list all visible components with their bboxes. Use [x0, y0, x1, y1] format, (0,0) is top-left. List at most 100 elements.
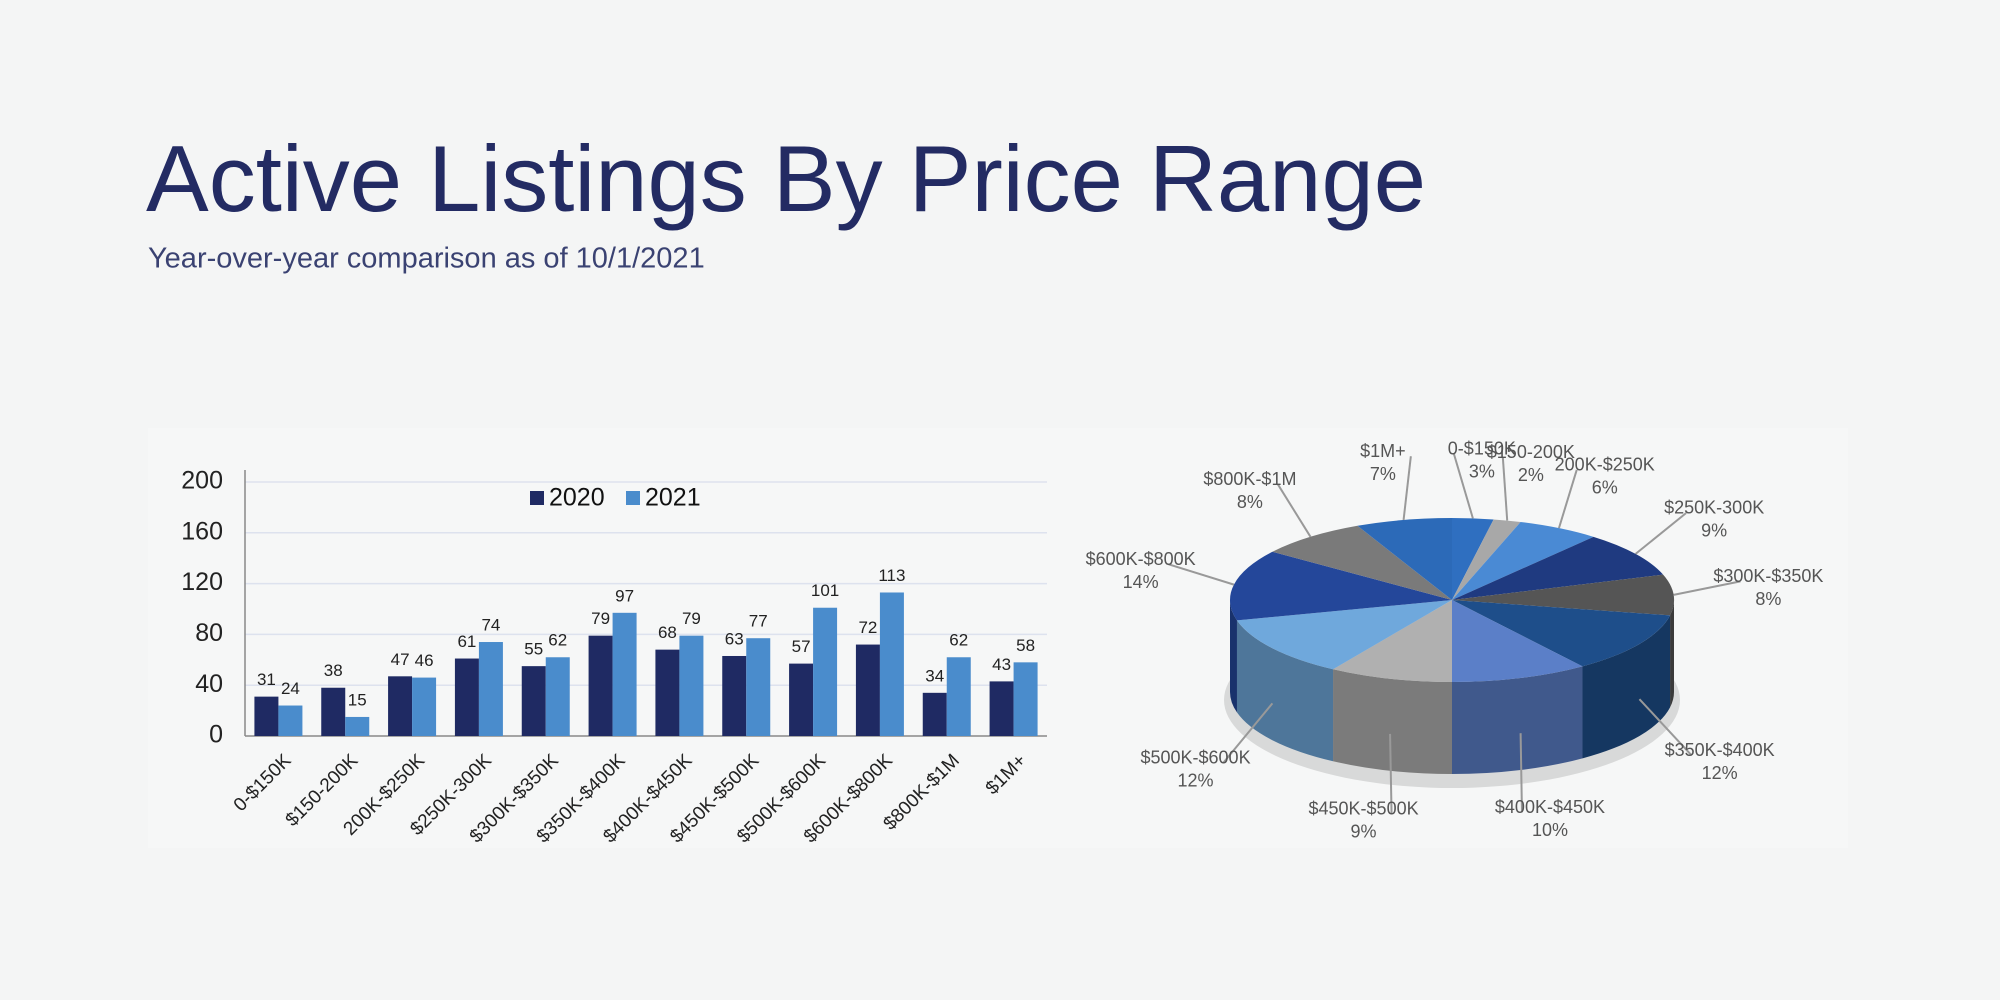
pie-slice	[1230, 551, 1452, 621]
subtitle: Year-over-year comparison as of 10/1/202…	[148, 243, 705, 275]
y-tick-label: 160	[181, 517, 223, 545]
leader-line	[1222, 702, 1274, 764]
bar	[388, 676, 413, 736]
bar	[879, 592, 904, 736]
data-label: 34	[925, 666, 944, 685]
pie-side	[1582, 615, 1671, 759]
data-label: 68	[658, 623, 677, 642]
pie-side	[1236, 620, 1334, 762]
data-label: 77	[749, 612, 768, 631]
bar	[278, 705, 303, 736]
slice-value: 8%	[1237, 492, 1263, 512]
leader-line	[1557, 469, 1578, 529]
data-label: 97	[615, 586, 634, 605]
leader-line	[1452, 453, 1474, 519]
data-label: 113	[878, 566, 905, 585]
slice-label: $300K-$350K	[1713, 566, 1823, 586]
slice-label: $500K-$600K	[1140, 747, 1250, 767]
bar	[679, 635, 704, 736]
leader-line	[1673, 580, 1741, 596]
pie-slice	[1333, 600, 1452, 682]
legend-label: 2021	[645, 484, 701, 512]
slice-value: 8%	[1755, 589, 1781, 609]
pie-slice	[1452, 518, 1494, 600]
data-label: 101	[811, 581, 839, 600]
y-tick-label: 120	[181, 568, 223, 596]
bar	[989, 681, 1014, 736]
title: Active Listings By Price Range	[146, 126, 1426, 231]
slice-value: 3%	[1469, 461, 1495, 481]
data-label: 55	[524, 640, 543, 659]
slice-label: $600K-$800K	[1086, 549, 1196, 569]
slice-value: 9%	[1351, 821, 1377, 841]
bar	[454, 658, 479, 736]
bar	[612, 612, 637, 736]
y-tick-label: 40	[195, 670, 223, 698]
slice-label: $1M+	[1360, 441, 1406, 461]
leader-line	[1634, 512, 1687, 555]
bar	[1013, 662, 1038, 736]
bar	[789, 663, 814, 736]
slice-label: $250K-300K	[1664, 498, 1764, 518]
bar	[588, 635, 613, 736]
slice-value: 12%	[1702, 763, 1738, 783]
slice-value: 14%	[1123, 572, 1159, 592]
pie-slice	[1452, 519, 1521, 600]
data-label: 46	[415, 651, 434, 670]
data-label: 72	[858, 618, 877, 637]
bar	[254, 696, 279, 736]
leader-line	[1277, 483, 1312, 538]
pie-side	[1670, 600, 1674, 708]
pie-slice	[1452, 574, 1674, 616]
data-label: 31	[257, 670, 276, 689]
data-label: 79	[591, 609, 610, 628]
pie-side	[1230, 600, 1237, 713]
bar	[412, 677, 437, 736]
pie-slice	[1236, 600, 1452, 670]
slice-label: $150-200K	[1487, 442, 1575, 462]
slice-label: 200K-$250K	[1555, 455, 1655, 475]
leader-line	[1638, 698, 1693, 757]
data-label: 74	[481, 616, 500, 635]
legend-swatch	[530, 491, 544, 505]
data-label: 38	[324, 661, 343, 680]
leader-line	[1519, 733, 1523, 813]
pie-side	[1452, 666, 1583, 774]
pie-slice	[1272, 525, 1452, 600]
slice-value: 7%	[1370, 464, 1396, 484]
data-label: 58	[1016, 636, 1035, 655]
pie-slice	[1452, 600, 1583, 682]
slice-value: 12%	[1178, 770, 1214, 790]
data-label: 63	[725, 629, 744, 648]
data-label: 24	[281, 679, 300, 698]
pie-slice	[1452, 522, 1594, 600]
data-label: 47	[391, 650, 410, 669]
data-label: 79	[682, 609, 701, 628]
bar	[521, 666, 546, 736]
bar	[345, 716, 370, 736]
bar	[813, 607, 838, 736]
slice-label: 0-$150K	[1448, 438, 1516, 458]
leader-line	[1501, 457, 1509, 521]
slice-label: $800K-$1M	[1203, 469, 1296, 489]
bar	[545, 657, 570, 736]
bar	[321, 687, 346, 736]
slice-value: 2%	[1518, 465, 1544, 485]
data-label: 61	[457, 632, 476, 651]
bar	[855, 644, 880, 736]
bar	[478, 642, 503, 736]
bar	[655, 649, 680, 736]
slice-label: $400K-$450K	[1495, 797, 1605, 817]
leader-line	[1402, 456, 1412, 521]
slice-label: $350K-$400K	[1665, 740, 1775, 760]
slice-value: 9%	[1701, 521, 1727, 541]
leader-line	[1389, 733, 1393, 814]
data-label: 15	[348, 690, 367, 709]
slice-label: $450K-$500K	[1309, 798, 1419, 818]
legend-label: 2020	[549, 484, 605, 512]
y-tick-label: 200	[181, 467, 223, 495]
slice-value: 6%	[1592, 478, 1618, 498]
data-label: 43	[992, 655, 1011, 674]
leader-line	[1168, 563, 1235, 586]
